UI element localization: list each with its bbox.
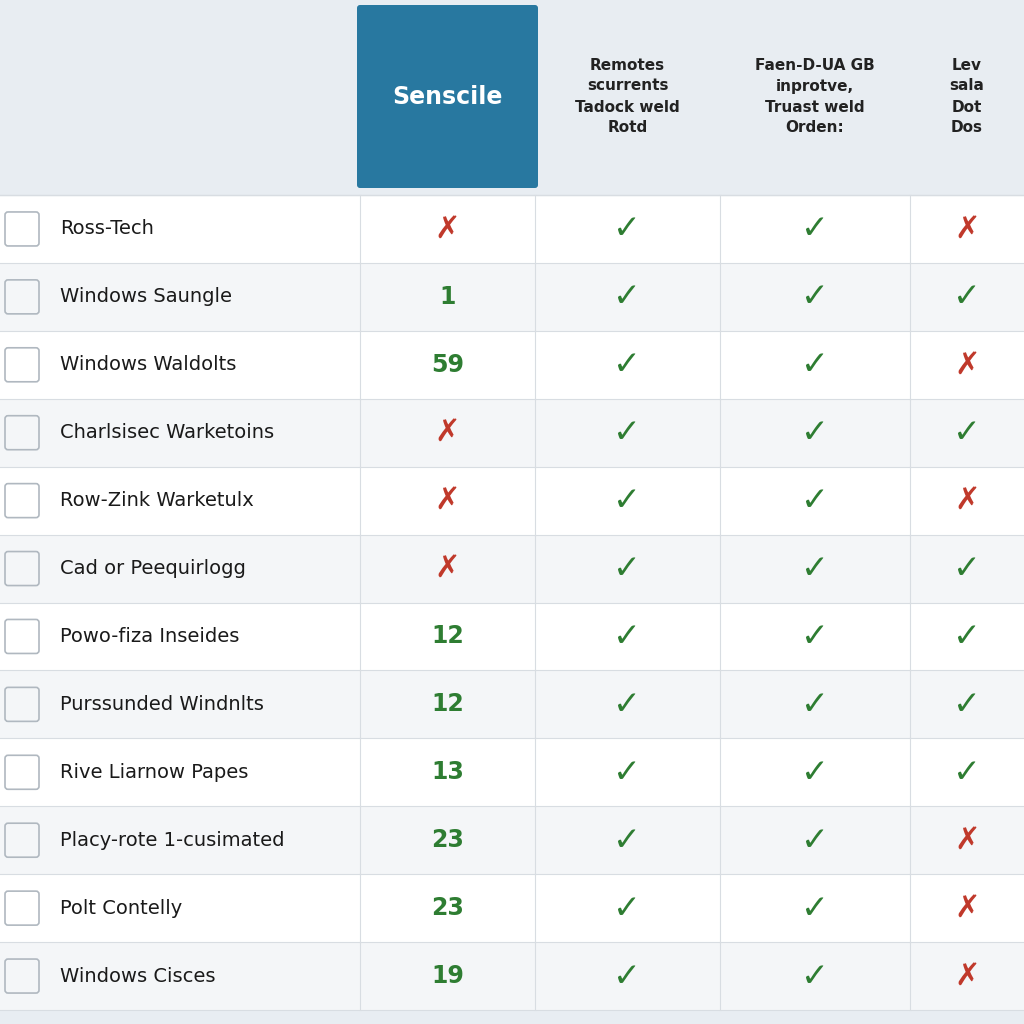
Text: 19: 19 bbox=[431, 964, 464, 988]
Text: ✓: ✓ bbox=[613, 281, 641, 313]
Text: ✓: ✓ bbox=[801, 484, 829, 517]
Bar bbox=[0, 398, 1024, 467]
Text: Polt Contelly: Polt Contelly bbox=[60, 899, 182, 918]
Text: ✗: ✗ bbox=[954, 825, 980, 855]
Bar bbox=[0, 535, 1024, 602]
Text: ✓: ✓ bbox=[613, 620, 641, 653]
Bar bbox=[0, 942, 1024, 1010]
Bar bbox=[0, 195, 1024, 1010]
Text: 12: 12 bbox=[431, 625, 464, 648]
Bar bbox=[0, 738, 1024, 806]
Text: 12: 12 bbox=[431, 692, 464, 717]
Text: ✗: ✗ bbox=[435, 418, 460, 447]
Text: ✓: ✓ bbox=[801, 823, 829, 857]
Text: Windows Cisces: Windows Cisces bbox=[60, 967, 215, 985]
Text: Ross-Tech: Ross-Tech bbox=[60, 219, 154, 239]
Text: ✓: ✓ bbox=[613, 756, 641, 788]
Text: Windows Waldolts: Windows Waldolts bbox=[60, 355, 237, 375]
Text: Rive Liarnow Papes: Rive Liarnow Papes bbox=[60, 763, 249, 781]
Text: ✓: ✓ bbox=[801, 892, 829, 925]
Text: ✓: ✓ bbox=[953, 756, 981, 788]
Text: Senscile: Senscile bbox=[392, 85, 503, 109]
Text: Faen-D-UA GB
inprotve,
Truast weld
Orden:: Faen-D-UA GB inprotve, Truast weld Orden… bbox=[755, 57, 874, 135]
Text: Powo-fiza Inseides: Powo-fiza Inseides bbox=[60, 627, 240, 646]
Bar bbox=[0, 806, 1024, 874]
Text: ✓: ✓ bbox=[801, 756, 829, 788]
Text: ✓: ✓ bbox=[613, 416, 641, 450]
Text: Cad or Peequirlogg: Cad or Peequirlogg bbox=[60, 559, 246, 578]
Bar bbox=[0, 263, 1024, 331]
Bar bbox=[0, 331, 1024, 398]
Text: ✓: ✓ bbox=[953, 620, 981, 653]
Text: Remotes
scurrents
Tadock weld
Rotd: Remotes scurrents Tadock weld Rotd bbox=[575, 57, 680, 135]
Text: ✗: ✗ bbox=[954, 350, 980, 379]
Text: ✓: ✓ bbox=[613, 484, 641, 517]
Text: 59: 59 bbox=[431, 353, 464, 377]
Text: Charlsisec Warketoins: Charlsisec Warketoins bbox=[60, 423, 274, 442]
Text: 13: 13 bbox=[431, 760, 464, 784]
Text: ✓: ✓ bbox=[801, 212, 829, 246]
Text: Windows Saungle: Windows Saungle bbox=[60, 288, 232, 306]
Text: ✓: ✓ bbox=[801, 688, 829, 721]
Text: Lev
sala
Dot
Dos: Lev sala Dot Dos bbox=[949, 57, 984, 135]
Text: ✓: ✓ bbox=[953, 552, 981, 585]
Text: ✓: ✓ bbox=[613, 348, 641, 381]
Bar bbox=[0, 671, 1024, 738]
Text: ✓: ✓ bbox=[613, 688, 641, 721]
Text: ✓: ✓ bbox=[801, 552, 829, 585]
Text: ✓: ✓ bbox=[613, 823, 641, 857]
Text: ✓: ✓ bbox=[613, 892, 641, 925]
Text: ✓: ✓ bbox=[801, 620, 829, 653]
Text: 23: 23 bbox=[431, 896, 464, 921]
Text: ✓: ✓ bbox=[613, 552, 641, 585]
Text: ✗: ✗ bbox=[435, 554, 460, 583]
Bar bbox=[0, 602, 1024, 671]
Bar bbox=[0, 874, 1024, 942]
Text: Row-Zink Warketulx: Row-Zink Warketulx bbox=[60, 492, 254, 510]
Text: ✓: ✓ bbox=[953, 416, 981, 450]
Text: ✓: ✓ bbox=[953, 281, 981, 313]
Text: ✓: ✓ bbox=[953, 688, 981, 721]
FancyBboxPatch shape bbox=[357, 5, 538, 188]
Text: ✓: ✓ bbox=[801, 416, 829, 450]
Text: ✗: ✗ bbox=[435, 214, 460, 244]
Text: Purssunded Windnlts: Purssunded Windnlts bbox=[60, 695, 264, 714]
Bar bbox=[0, 467, 1024, 535]
Text: ✓: ✓ bbox=[801, 348, 829, 381]
Text: ✓: ✓ bbox=[613, 959, 641, 992]
Text: ✗: ✗ bbox=[435, 486, 460, 515]
Text: ✗: ✗ bbox=[954, 486, 980, 515]
Text: 1: 1 bbox=[439, 285, 456, 309]
Text: 23: 23 bbox=[431, 828, 464, 852]
Text: ✗: ✗ bbox=[954, 894, 980, 923]
Text: ✗: ✗ bbox=[954, 214, 980, 244]
Text: ✗: ✗ bbox=[954, 962, 980, 990]
Text: ✓: ✓ bbox=[613, 212, 641, 246]
Bar bbox=[0, 195, 1024, 263]
Text: Placy-rote 1-cusimated: Placy-rote 1-cusimated bbox=[60, 830, 285, 850]
Text: ✓: ✓ bbox=[801, 959, 829, 992]
Text: ✓: ✓ bbox=[801, 281, 829, 313]
